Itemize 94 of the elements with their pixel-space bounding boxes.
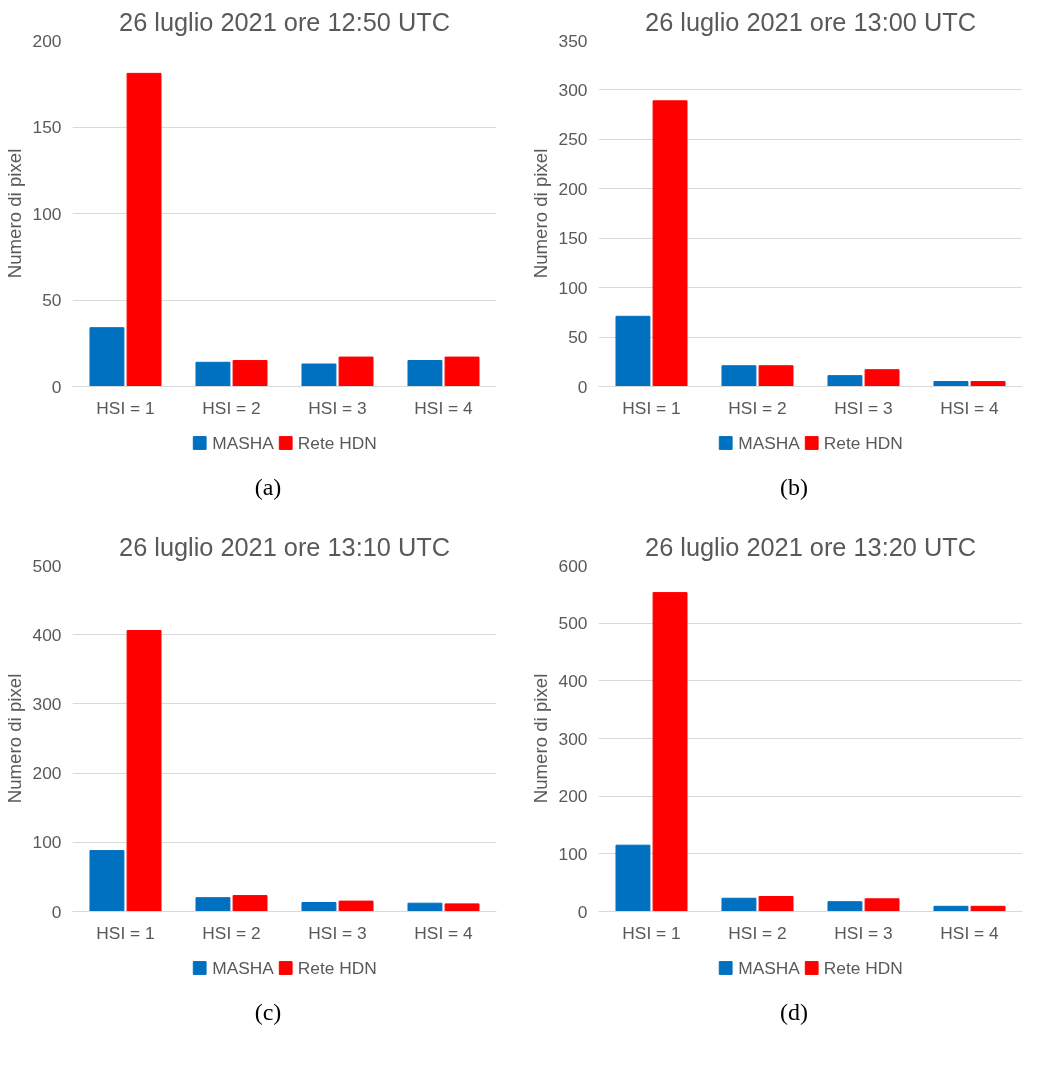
text: (d) <box>780 998 808 1027</box>
bar <box>301 363 337 387</box>
y-axis-title: Numero di pixel <box>529 673 551 804</box>
x-tick-label: HSI = 1 <box>622 922 681 943</box>
bar <box>89 327 125 387</box>
legend-label: Rete HDN <box>297 432 377 453</box>
bar <box>758 896 794 912</box>
bar <box>301 902 337 912</box>
bar <box>407 360 443 387</box>
x-tick-label: HSI = 1 <box>96 922 155 943</box>
text: (c) <box>254 998 282 1027</box>
y-tick-label: 0 <box>577 901 588 922</box>
bar <box>126 72 162 387</box>
legend-label: Rete HDN <box>823 957 903 978</box>
bar <box>232 360 268 387</box>
x-tick-label: HSI = 2 <box>202 922 261 943</box>
x-tick-label: HSI = 4 <box>414 397 473 418</box>
legend-label: MASHA <box>738 957 800 978</box>
x-tick-label: HSI = 3 <box>308 922 367 943</box>
legend-label: MASHA <box>738 432 800 453</box>
y-tick-label: 100 <box>558 843 588 864</box>
x-tick-label: HSI = 4 <box>940 922 999 943</box>
y-tick-label: 200 <box>32 30 62 51</box>
y-tick-label: 200 <box>558 786 588 807</box>
y-tick-label: 350 <box>558 30 588 51</box>
x-tick-label: HSI = 3 <box>834 922 893 943</box>
chart-title: 26 luglio 2021 ore 13:10 UTC <box>119 532 450 561</box>
legend-label: Rete HDN <box>823 432 903 453</box>
y-axis-title: Numero di pixel <box>3 148 25 279</box>
y-tick-label: 50 <box>568 327 588 348</box>
y-tick-label: 250 <box>558 129 588 150</box>
bar <box>126 630 162 912</box>
chart-title: 26 luglio 2021 ore 13:00 UTC <box>645 7 976 36</box>
bar <box>970 381 1006 387</box>
bar <box>338 356 374 387</box>
bar <box>195 897 231 912</box>
y-tick-label: 50 <box>42 290 62 310</box>
bar <box>721 365 757 387</box>
x-tick-label: HSI = 2 <box>728 922 787 943</box>
bar <box>970 905 1006 912</box>
bar <box>864 369 900 387</box>
bar <box>444 903 480 912</box>
text: (a) <box>254 473 282 502</box>
bar <box>827 901 863 912</box>
bar <box>933 381 969 387</box>
y-tick-label: 400 <box>558 670 588 691</box>
bar <box>933 905 969 912</box>
bar <box>89 850 125 912</box>
y-tick-label: 200 <box>32 763 62 784</box>
y-tick-label: 0 <box>51 901 62 922</box>
y-axis-title: Numero di pixel <box>3 673 25 804</box>
x-tick-label: HSI = 4 <box>940 397 999 418</box>
bar <box>338 900 374 912</box>
x-tick-label: HSI = 4 <box>414 922 473 943</box>
y-tick-label: 500 <box>32 555 62 576</box>
y-tick-label: 300 <box>32 693 62 714</box>
chart-title: 26 luglio 2021 ore 12:50 UTC <box>119 7 450 36</box>
x-tick-label: HSI = 3 <box>834 397 893 418</box>
bar <box>444 356 480 387</box>
y-tick-label: 150 <box>558 228 588 249</box>
y-tick-label: 100 <box>32 832 62 853</box>
y-tick-label: 100 <box>558 277 588 298</box>
x-tick-label: HSI = 1 <box>622 397 681 418</box>
bar <box>615 844 651 912</box>
y-tick-label: 500 <box>558 613 588 634</box>
chart-title: 26 luglio 2021 ore 13:20 UTC <box>645 532 976 561</box>
bar <box>652 592 688 912</box>
bar <box>652 100 688 387</box>
y-axis-title: Numero di pixel <box>529 148 551 279</box>
y-tick-label: 0 <box>51 376 62 397</box>
text: (b) <box>780 473 808 502</box>
x-tick-label: HSI = 2 <box>202 397 261 418</box>
bar <box>827 375 863 387</box>
bar <box>232 895 268 912</box>
x-tick-label: HSI = 1 <box>96 397 155 418</box>
y-tick-label: 300 <box>558 79 588 100</box>
y-tick-label: 200 <box>558 178 588 199</box>
bar <box>864 898 900 912</box>
y-tick-label: 400 <box>32 624 62 645</box>
x-tick-label: HSI = 3 <box>308 397 367 418</box>
bar <box>758 365 794 387</box>
y-tick-label: 0 <box>577 376 588 397</box>
bar <box>615 315 651 387</box>
y-tick-label: 600 <box>558 555 588 576</box>
legend-label: MASHA <box>212 432 274 453</box>
bar <box>721 897 757 912</box>
legend-label: Rete HDN <box>297 957 377 978</box>
legend-label: MASHA <box>212 957 274 978</box>
y-tick-label: 100 <box>32 203 62 224</box>
y-tick-label: 150 <box>32 117 62 137</box>
bar <box>195 361 231 387</box>
y-tick-label: 300 <box>558 728 588 749</box>
bar <box>407 902 443 912</box>
x-tick-label: HSI = 2 <box>728 397 787 418</box>
